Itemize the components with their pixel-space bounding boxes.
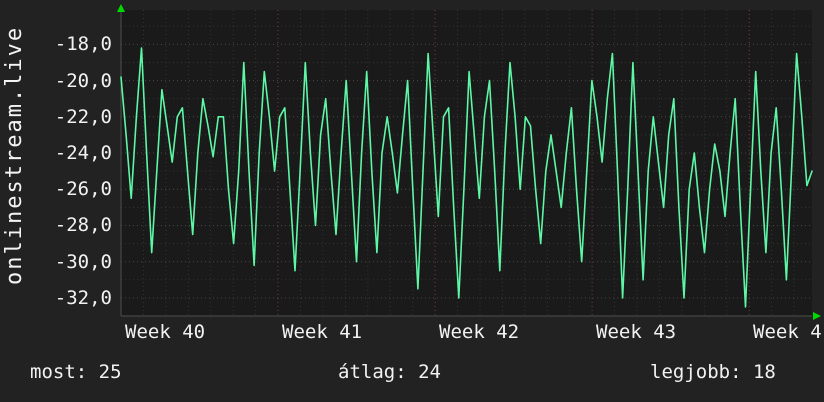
y-tick-label: -20,0 <box>54 70 112 92</box>
y-tick-label: -30,0 <box>54 251 112 273</box>
stat-legjobb-value: 18 <box>752 361 776 383</box>
x-tick-label: Week 41 <box>282 321 363 343</box>
x-axis-labels: Week 40 Week 41 Week 42 Week 43 Week 4 <box>0 321 824 345</box>
stat-most-label: most: <box>30 361 88 383</box>
x-tick-label: Week 43 <box>596 321 677 343</box>
stat-legjobb-label: legjobb: <box>650 361 742 383</box>
x-axis-arrow-icon <box>813 312 821 320</box>
stat-most-value: 25 <box>98 361 122 383</box>
x-tick-label: Week 40 <box>125 321 206 343</box>
y-axis-labels: -18,0 -20,0 -22,0 -24,0 -26,0 -28,0 -30,0 -32,0 <box>38 0 112 330</box>
y-tick-label: -24,0 <box>54 142 112 164</box>
y-tick-label: -28,0 <box>54 214 112 236</box>
y-tick-label: -26,0 <box>54 178 112 200</box>
y-tick-label: -32,0 <box>54 287 112 309</box>
stat-atlag-label: átlag: <box>338 361 407 383</box>
y-axis-arrow-icon <box>117 4 125 12</box>
y-tick-label: -18,0 <box>54 33 112 55</box>
stat-most: most: 25 <box>30 361 122 383</box>
chart-line <box>120 47 813 308</box>
stat-atlag: átlag: 24 <box>338 361 441 383</box>
y-tick-label: -22,0 <box>54 106 112 128</box>
x-tick-label: Week 4 <box>753 321 822 343</box>
x-tick-label: Week 42 <box>439 321 520 343</box>
stat-atlag-value: 24 <box>418 361 441 383</box>
plot-background <box>121 10 812 316</box>
stat-legjobb: legjobb: 18 <box>650 361 776 383</box>
stats-bar: most: 25 átlag: 24 legjobb: 18 <box>0 361 824 387</box>
vertical-axis-label: onlinestream.live <box>2 25 27 285</box>
